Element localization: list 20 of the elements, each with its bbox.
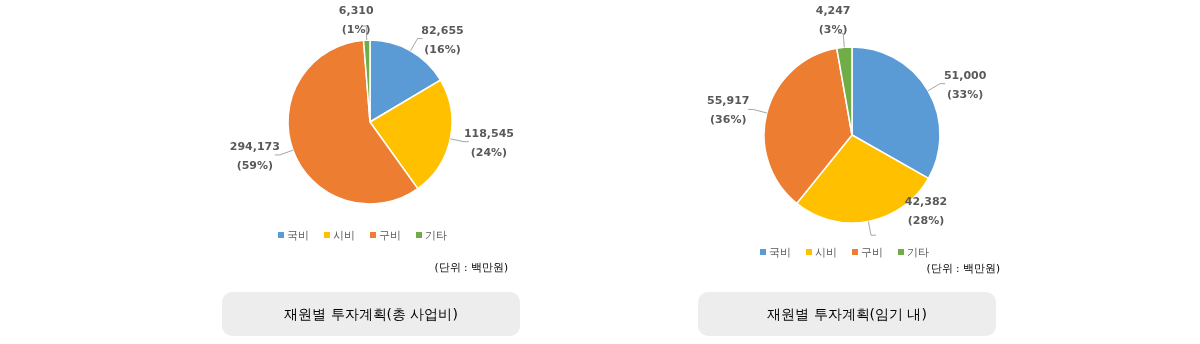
data-label: 82,655 (16%): [421, 23, 464, 56]
text: (단위 : 백만원): [926, 262, 1000, 274]
data-label: 42,382 (28%): [904, 195, 948, 228]
data-label: 55,917 (36%): [707, 94, 750, 127]
data-label: 51,000 (33%): [943, 68, 987, 101]
legend-label: 기타: [425, 229, 447, 242]
legend-label: 국비: [287, 229, 309, 242]
text: (단위 : 백만원): [434, 261, 508, 273]
data-label: 294,173 (59%): [229, 139, 280, 172]
data-label: 6,310 (1%): [338, 4, 374, 36]
legend-label: 국비: [769, 246, 791, 259]
data-label: 4,247 (3%): [815, 4, 851, 37]
legend-label: 구비: [379, 229, 401, 242]
legend-label: 구비: [861, 246, 883, 259]
data-label: 118,545 (24%): [463, 126, 515, 159]
legend-label: 시비: [333, 229, 355, 242]
legend-label: 기타: [907, 246, 929, 259]
text: 재원별 투자계획(총 사업비): [284, 306, 458, 322]
text: 재원별 투자계획(임기 내): [767, 306, 927, 322]
legend-label: 시비: [815, 246, 837, 259]
